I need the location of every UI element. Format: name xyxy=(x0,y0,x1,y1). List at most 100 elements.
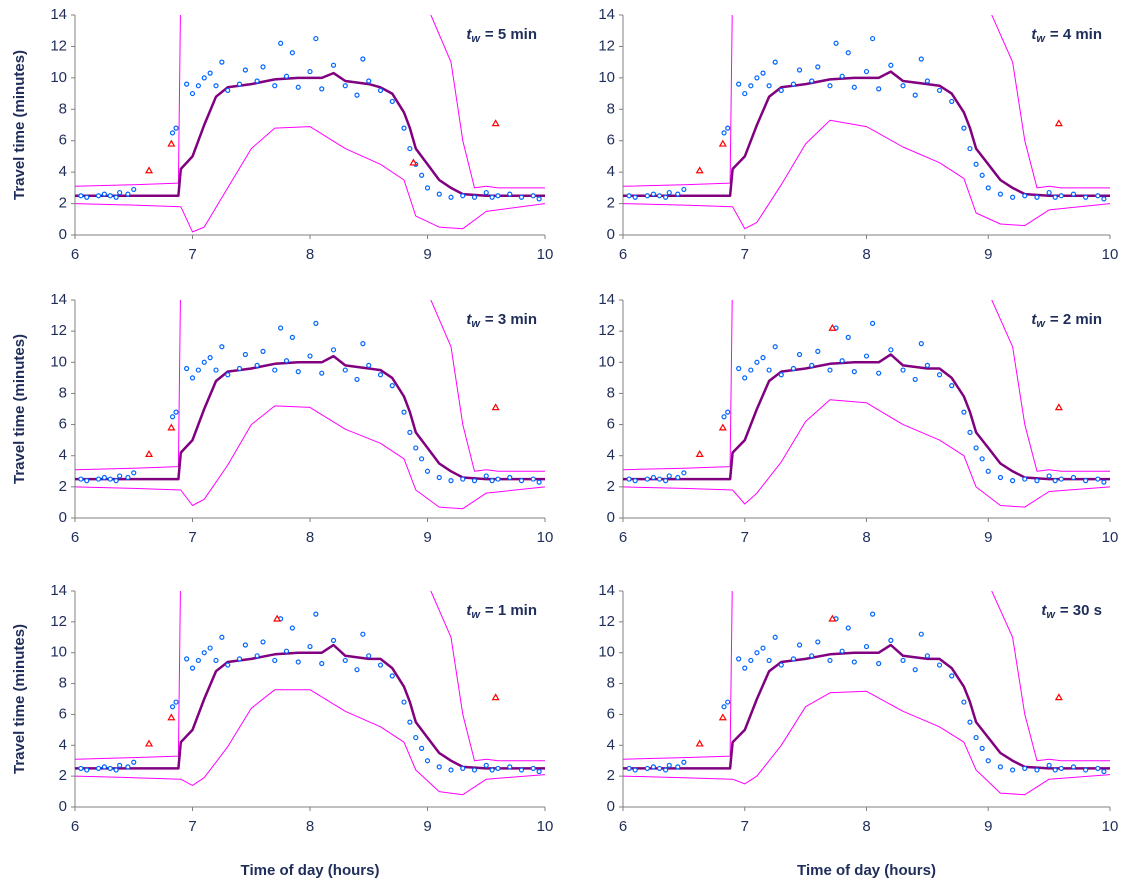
data-point xyxy=(790,81,797,87)
data-point xyxy=(809,78,815,84)
data-point xyxy=(107,193,113,199)
y-tick-label: 10 xyxy=(50,69,67,86)
data-point xyxy=(1058,765,1064,772)
line xyxy=(75,71,545,197)
data-point xyxy=(863,68,870,75)
data-point xyxy=(796,67,803,73)
data-point xyxy=(483,189,489,196)
data-point xyxy=(876,86,882,92)
plot-area xyxy=(623,300,1110,508)
data-point xyxy=(536,196,542,202)
data-point xyxy=(366,362,372,368)
data-point xyxy=(319,370,325,376)
data-point xyxy=(95,476,102,482)
y-tick-label: 6 xyxy=(59,416,67,433)
data-point xyxy=(815,348,821,354)
y-axis-label: Travel time (minutes) xyxy=(11,50,28,200)
x-tick-label: 6 xyxy=(619,529,627,546)
outlier-marker xyxy=(718,423,727,431)
x-tick-label: 7 xyxy=(741,246,749,263)
y-tick-label: 8 xyxy=(607,100,615,117)
data-point xyxy=(283,358,290,364)
data-point xyxy=(330,347,337,353)
data-point xyxy=(272,657,278,664)
data-point xyxy=(401,409,407,415)
data-point xyxy=(260,348,266,354)
data-point xyxy=(912,92,918,98)
outlier-marker xyxy=(1054,119,1063,127)
data-point xyxy=(961,409,967,415)
data-point xyxy=(967,719,973,725)
data-point xyxy=(790,365,797,372)
data-point xyxy=(985,758,991,764)
data-point xyxy=(675,191,681,197)
data-point xyxy=(131,470,137,476)
data-point xyxy=(845,50,851,56)
x-tick-label: 8 xyxy=(306,246,314,263)
data-point xyxy=(979,456,985,462)
data-point xyxy=(656,765,663,772)
data-point xyxy=(1009,194,1016,200)
outlier-marker xyxy=(491,119,500,127)
data-point xyxy=(778,662,784,668)
data-point xyxy=(936,662,943,668)
data-point xyxy=(313,611,319,617)
data-point xyxy=(748,367,754,373)
data-point xyxy=(289,50,295,56)
data-point xyxy=(173,409,179,415)
y-tick-label: 4 xyxy=(59,736,67,753)
data-point xyxy=(681,470,687,476)
data-point xyxy=(169,130,176,136)
data-point xyxy=(1034,478,1040,484)
data-point xyxy=(207,355,213,361)
data-point xyxy=(888,347,894,353)
line xyxy=(623,591,1110,762)
y-tick-label: 4 xyxy=(607,447,615,464)
y-tick-label: 4 xyxy=(59,163,67,180)
outlier-marker xyxy=(167,713,176,721)
data-point xyxy=(536,479,542,485)
data-point xyxy=(419,745,425,751)
data-point xyxy=(754,650,760,656)
data-point xyxy=(424,758,431,764)
line xyxy=(623,15,1110,189)
data-point xyxy=(1046,762,1052,768)
outlier-marker xyxy=(144,739,154,747)
data-point xyxy=(401,125,407,131)
data-point xyxy=(313,35,319,42)
line xyxy=(75,591,545,762)
data-point xyxy=(307,68,313,75)
data-point xyxy=(107,476,113,482)
data-point xyxy=(360,56,366,62)
data-point xyxy=(489,194,495,200)
data-point xyxy=(742,665,748,671)
outlier-marker xyxy=(828,614,837,622)
y-tick-label: 8 xyxy=(59,675,67,692)
annotation-symbol: t xyxy=(466,602,472,619)
annotation-subscript: w xyxy=(1036,33,1046,45)
x-tick-label: 6 xyxy=(71,529,79,546)
data-point xyxy=(778,87,784,94)
x-tick-label: 9 xyxy=(423,246,431,263)
data-point xyxy=(360,341,366,347)
outlier-marker xyxy=(718,713,727,721)
data-point xyxy=(530,476,536,482)
y-tick-label: 2 xyxy=(607,767,615,784)
data-point xyxy=(236,365,243,372)
y-tick-label: 8 xyxy=(59,384,67,401)
panel: 0 2 4 6 8 10 12 14 6 7 8 9 10 Travel time (minutes) tw… xyxy=(11,6,553,263)
data-point xyxy=(219,59,225,65)
plot-area xyxy=(75,15,545,233)
data-point xyxy=(663,194,669,200)
outlier-marker xyxy=(167,423,176,431)
data-point xyxy=(721,414,727,420)
line xyxy=(623,119,1110,230)
annotation-text: = 4 min xyxy=(1050,26,1102,43)
outlier-marker xyxy=(1054,693,1063,701)
data-point xyxy=(489,478,495,484)
y-tick-label: 0 xyxy=(607,798,615,815)
x-tick-label: 8 xyxy=(862,818,870,835)
x-tick-label: 9 xyxy=(984,529,992,546)
y-tick-label: 2 xyxy=(59,767,67,784)
y-tick-label: 14 xyxy=(598,291,615,308)
